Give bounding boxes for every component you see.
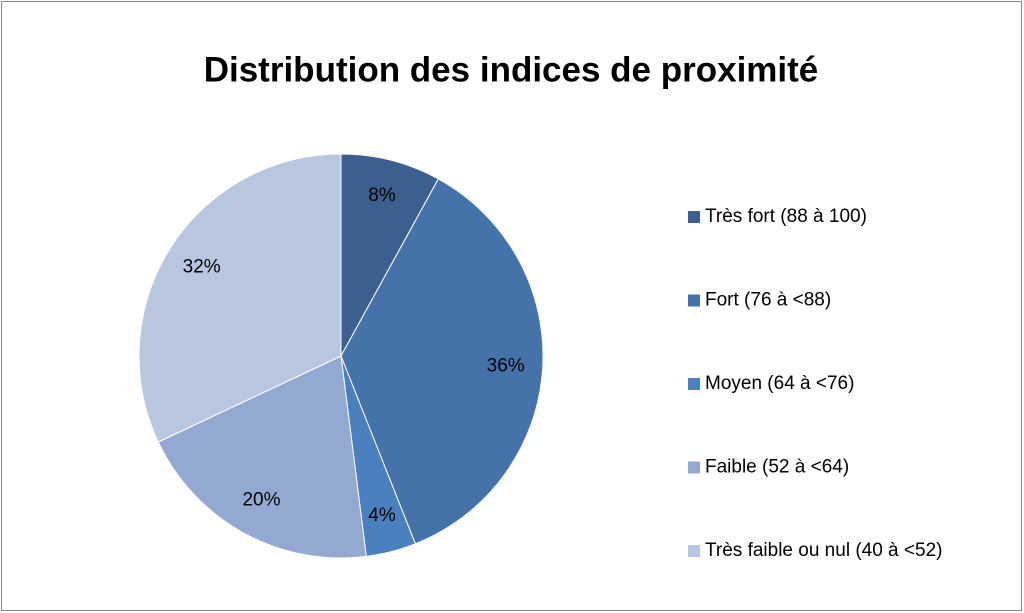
legend-label: Faible (52 à <64) <box>705 457 849 478</box>
data-label: 36% <box>487 355 525 376</box>
pie-slice <box>340 153 439 357</box>
legend-swatch <box>688 294 700 307</box>
chart-title: Distribution des indices de proximité <box>204 50 819 89</box>
legend-label: Moyen (64 à <76) <box>705 373 854 394</box>
data-label: 8% <box>368 185 396 206</box>
legend-swatch <box>688 545 700 557</box>
data-label: 4% <box>368 505 396 526</box>
pie-slice <box>340 178 544 545</box>
legend-label: Très fort (88 à 100) <box>705 206 867 227</box>
legend-label: Très faible ou nul (40 à <52) <box>705 540 942 561</box>
pie-slice <box>157 355 367 559</box>
legend-swatch <box>688 378 700 390</box>
data-label: 20% <box>242 490 280 511</box>
legend-label: Fort (76 à <88) <box>705 290 831 311</box>
data-label: 32% <box>183 257 221 278</box>
legend-swatch <box>688 211 700 223</box>
pie-slice <box>138 153 342 443</box>
legend-swatch <box>688 461 700 474</box>
